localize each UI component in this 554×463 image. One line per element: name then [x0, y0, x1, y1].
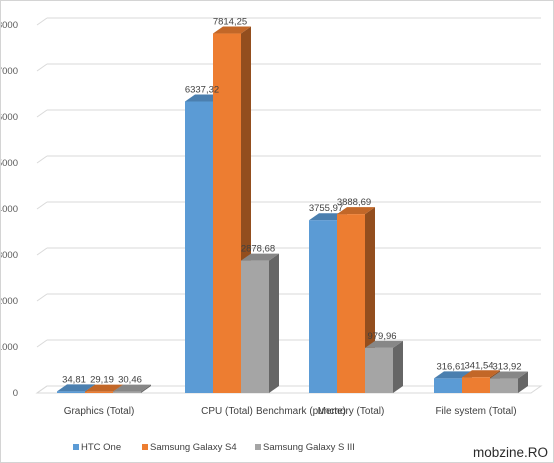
- data-label: 30,46: [118, 375, 142, 386]
- data-label: 341,54: [464, 360, 493, 371]
- bar-2-1: [241, 253, 279, 393]
- bar-1-2: [337, 207, 375, 393]
- y-tick-label: 7000: [1, 66, 18, 77]
- bar-front: [241, 260, 269, 393]
- bar-top: [462, 370, 500, 378]
- y-axis: 0 1000 2000 3000 4000 5000 6000 7000 8000: [1, 20, 18, 399]
- bar-front: [462, 377, 490, 393]
- data-label: 6337,32: [185, 84, 219, 95]
- x-axis-title: Benchmark (puncte): [256, 406, 346, 417]
- legend-swatch: [73, 444, 79, 450]
- bar-front: [57, 391, 85, 393]
- legend: HTC One Samsung Galaxy S4 Samsung Galaxy S…: [73, 442, 355, 453]
- bar-2-0: [113, 384, 151, 393]
- bar-side: [269, 253, 279, 393]
- gridline-side: [36, 63, 48, 72]
- bar-side: [141, 384, 151, 393]
- gridline-side: [36, 201, 48, 210]
- bar-top: [434, 371, 472, 379]
- y-tick-label: 4000: [1, 204, 18, 215]
- data-label: 3888,69: [337, 197, 371, 208]
- data-label: 7814,25: [213, 17, 247, 28]
- y-tick-label: 1000: [1, 342, 18, 353]
- gridline-side: [36, 293, 48, 302]
- legend-swatch: [255, 444, 261, 450]
- watermark: mobzine.RO: [473, 445, 548, 460]
- bar-front: [213, 33, 241, 394]
- bars: [57, 26, 528, 394]
- bar-front: [309, 220, 337, 393]
- bar-front: [85, 391, 113, 393]
- data-labels: 34,81 29,19 30,46 6337,32 7814,25 2878,68 3755…: [62, 17, 521, 386]
- bar-front: [185, 101, 213, 393]
- data-label: 29,19: [90, 375, 114, 386]
- bar-front: [365, 347, 393, 393]
- y-tick-label: 5000: [1, 158, 18, 169]
- bar-front: [434, 378, 462, 393]
- legend-item: Samsung Galaxy S III: [255, 442, 355, 453]
- y-tick-label: 8000: [1, 20, 18, 31]
- gridline-side: [36, 339, 48, 348]
- gridline-side: [36, 17, 48, 26]
- bar-2-2: [365, 340, 403, 393]
- bar-top: [113, 384, 151, 392]
- bar-front: [113, 391, 141, 393]
- bar-side: [393, 340, 403, 393]
- gridline-side: [36, 247, 48, 256]
- bar-side: [518, 371, 528, 393]
- bar-top: [365, 340, 403, 348]
- bar-top: [490, 371, 528, 379]
- bar-front: [490, 378, 518, 393]
- gridline-side: [36, 109, 48, 118]
- legend-label: HTC One: [81, 442, 121, 453]
- bar-top: [57, 384, 95, 392]
- data-label: 313,92: [492, 362, 521, 373]
- y-tick-label: 2000: [1, 296, 18, 307]
- bar-2-3: [490, 371, 528, 393]
- bar-front: [337, 214, 365, 393]
- data-label: 3755,97: [309, 203, 343, 214]
- legend-label: Samsung Galaxy S III: [263, 442, 355, 453]
- bar-top: [85, 384, 123, 392]
- bar-top: [213, 26, 251, 34]
- legend-label: Samsung Galaxy S4: [150, 442, 237, 453]
- y-tick-label: 0: [13, 388, 18, 399]
- gridline-side: [36, 155, 48, 164]
- data-label: 2878,68: [241, 244, 275, 255]
- category-label: File system (Total): [435, 406, 516, 417]
- category-label: Graphics (Total): [64, 406, 135, 417]
- y-tick-label: 3000: [1, 250, 18, 261]
- legend-item: Samsung Galaxy S4: [142, 442, 237, 453]
- data-label: 316,61: [436, 361, 465, 372]
- x-axis: Graphics (Total) CPU (Total) Memory (Total…: [64, 406, 517, 417]
- category-label: Memory (Total): [318, 406, 385, 417]
- bar-1-1: [213, 26, 251, 394]
- bar-top: [337, 207, 375, 215]
- category-label: CPU (Total): [201, 406, 253, 417]
- gridlines: [35, 17, 543, 394]
- bar-top: [241, 253, 279, 261]
- data-label: 34,81: [62, 374, 86, 385]
- data-label: 979,96: [367, 331, 396, 342]
- y-tick-label: 6000: [1, 112, 18, 123]
- legend-item: HTC One: [73, 442, 121, 453]
- legend-swatch: [142, 444, 148, 450]
